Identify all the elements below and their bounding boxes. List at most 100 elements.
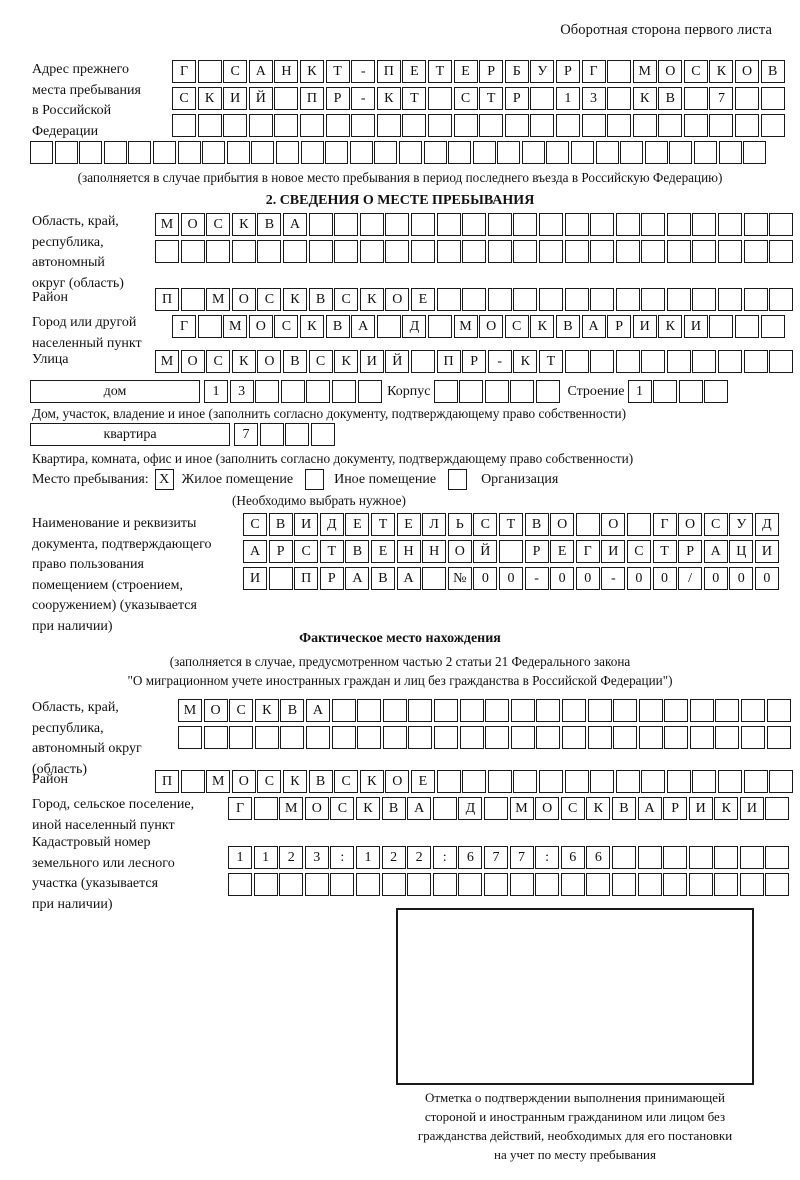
comb-cell[interactable]: [615, 288, 640, 311]
comb-cell[interactable]: О: [678, 513, 703, 536]
comb-cell[interactable]: Г: [581, 60, 606, 83]
comb-cell[interactable]: [427, 315, 452, 338]
comb-cell[interactable]: С: [330, 797, 355, 820]
comb-cell[interactable]: В: [345, 540, 370, 563]
comb-cell[interactable]: [704, 380, 729, 403]
comb-cell[interactable]: К: [658, 315, 683, 338]
comb-cell[interactable]: [564, 770, 589, 793]
comb-cell[interactable]: И: [688, 797, 713, 820]
comb-cell[interactable]: [381, 873, 406, 896]
comb-cell[interactable]: [155, 240, 179, 263]
comb-cell[interactable]: [735, 114, 760, 137]
comb-cell[interactable]: [538, 770, 563, 793]
comb-cell[interactable]: [423, 141, 447, 164]
comb-cell[interactable]: С: [334, 770, 359, 793]
comb-cell[interactable]: [472, 141, 496, 164]
comb-cell[interactable]: [487, 213, 512, 236]
comb-cell[interactable]: И: [223, 87, 248, 110]
comb-cell[interactable]: [436, 288, 461, 311]
comb-cell[interactable]: 1: [253, 846, 278, 869]
comb-cell[interactable]: Е: [402, 60, 427, 83]
comb-cell[interactable]: [560, 873, 585, 896]
comb-cell[interactable]: С: [683, 60, 708, 83]
comb-cell[interactable]: [376, 315, 401, 338]
comb-cell[interactable]: Р: [663, 797, 688, 820]
comb-cell[interactable]: Р: [479, 60, 504, 83]
comb-cell[interactable]: [285, 423, 310, 446]
comb-cell[interactable]: [432, 873, 457, 896]
comb-cell[interactable]: [510, 380, 535, 403]
comb-cell[interactable]: 3: [304, 846, 329, 869]
comb-cell[interactable]: [611, 873, 636, 896]
comb-cell[interactable]: -: [524, 567, 549, 590]
comb-cell[interactable]: [765, 873, 790, 896]
comb-cell[interactable]: 7: [483, 846, 508, 869]
comb-cell[interactable]: [255, 380, 280, 403]
comb-cell[interactable]: 3: [229, 380, 254, 403]
comb-cell[interactable]: С: [703, 513, 728, 536]
comb-cell[interactable]: [613, 699, 638, 722]
comb-cell[interactable]: -: [351, 87, 376, 110]
comb-cell[interactable]: [658, 114, 683, 137]
comb-cell[interactable]: К: [334, 350, 359, 373]
comb-cell[interactable]: Е: [410, 288, 435, 311]
comb-cell[interactable]: А: [637, 797, 662, 820]
comb-cell[interactable]: К: [359, 288, 384, 311]
comb-cell[interactable]: [280, 726, 305, 749]
comb-cell[interactable]: [611, 846, 636, 869]
comb-cell[interactable]: [408, 699, 433, 722]
comb-cell[interactable]: [253, 797, 278, 820]
comb-cell[interactable]: [275, 141, 299, 164]
comb-cell[interactable]: [718, 240, 743, 263]
comb-cell[interactable]: [641, 240, 666, 263]
comb-cell[interactable]: К: [231, 213, 256, 236]
comb-cell[interactable]: [638, 699, 663, 722]
comb-cell[interactable]: К: [530, 315, 555, 338]
comb-cell[interactable]: [641, 350, 666, 373]
comb-cell[interactable]: [538, 288, 563, 311]
comb-cell[interactable]: [513, 213, 538, 236]
comb-cell[interactable]: [436, 240, 461, 263]
comb-cell[interactable]: [279, 873, 304, 896]
comb-cell[interactable]: [152, 141, 176, 164]
comb-cell[interactable]: [538, 213, 563, 236]
comb-cell[interactable]: [714, 873, 739, 896]
comb-cell[interactable]: 6: [586, 846, 611, 869]
comb-cell[interactable]: [427, 87, 452, 110]
comb-cell[interactable]: [536, 726, 561, 749]
comb-cell[interactable]: А: [282, 213, 307, 236]
comb-cell[interactable]: [766, 726, 791, 749]
comb-cell[interactable]: [498, 540, 523, 563]
comb-cell[interactable]: [666, 213, 691, 236]
comb-cell[interactable]: [683, 114, 708, 137]
comb-cell[interactable]: А: [581, 315, 606, 338]
comb-cell[interactable]: К: [355, 797, 380, 820]
comb-cell[interactable]: М: [223, 315, 248, 338]
comb-cell[interactable]: В: [268, 513, 293, 536]
comb-cell[interactable]: [177, 141, 201, 164]
comb-cell[interactable]: [637, 846, 662, 869]
comb-cell[interactable]: В: [325, 315, 350, 338]
comb-cell[interactable]: [274, 114, 299, 137]
comb-cell[interactable]: С: [560, 797, 585, 820]
comb-cell[interactable]: Ц: [729, 540, 754, 563]
comb-cell[interactable]: [228, 873, 252, 896]
comb-cell[interactable]: [743, 770, 768, 793]
comb-cell[interactable]: [510, 726, 535, 749]
comb-cell[interactable]: [760, 315, 785, 338]
comb-cell[interactable]: [310, 423, 335, 446]
comb-cell[interactable]: С: [294, 540, 319, 563]
comb-cell[interactable]: [180, 240, 205, 263]
comb-cell[interactable]: Й: [473, 540, 498, 563]
comb-cell[interactable]: [718, 770, 743, 793]
comb-cell[interactable]: [359, 240, 384, 263]
comb-cell[interactable]: Ь: [447, 513, 472, 536]
comb-cell[interactable]: К: [586, 797, 611, 820]
region-row-2[interactable]: [155, 240, 795, 263]
comb-cell[interactable]: В: [611, 797, 636, 820]
comb-cell[interactable]: Г: [575, 540, 600, 563]
comb-cell[interactable]: [715, 699, 740, 722]
